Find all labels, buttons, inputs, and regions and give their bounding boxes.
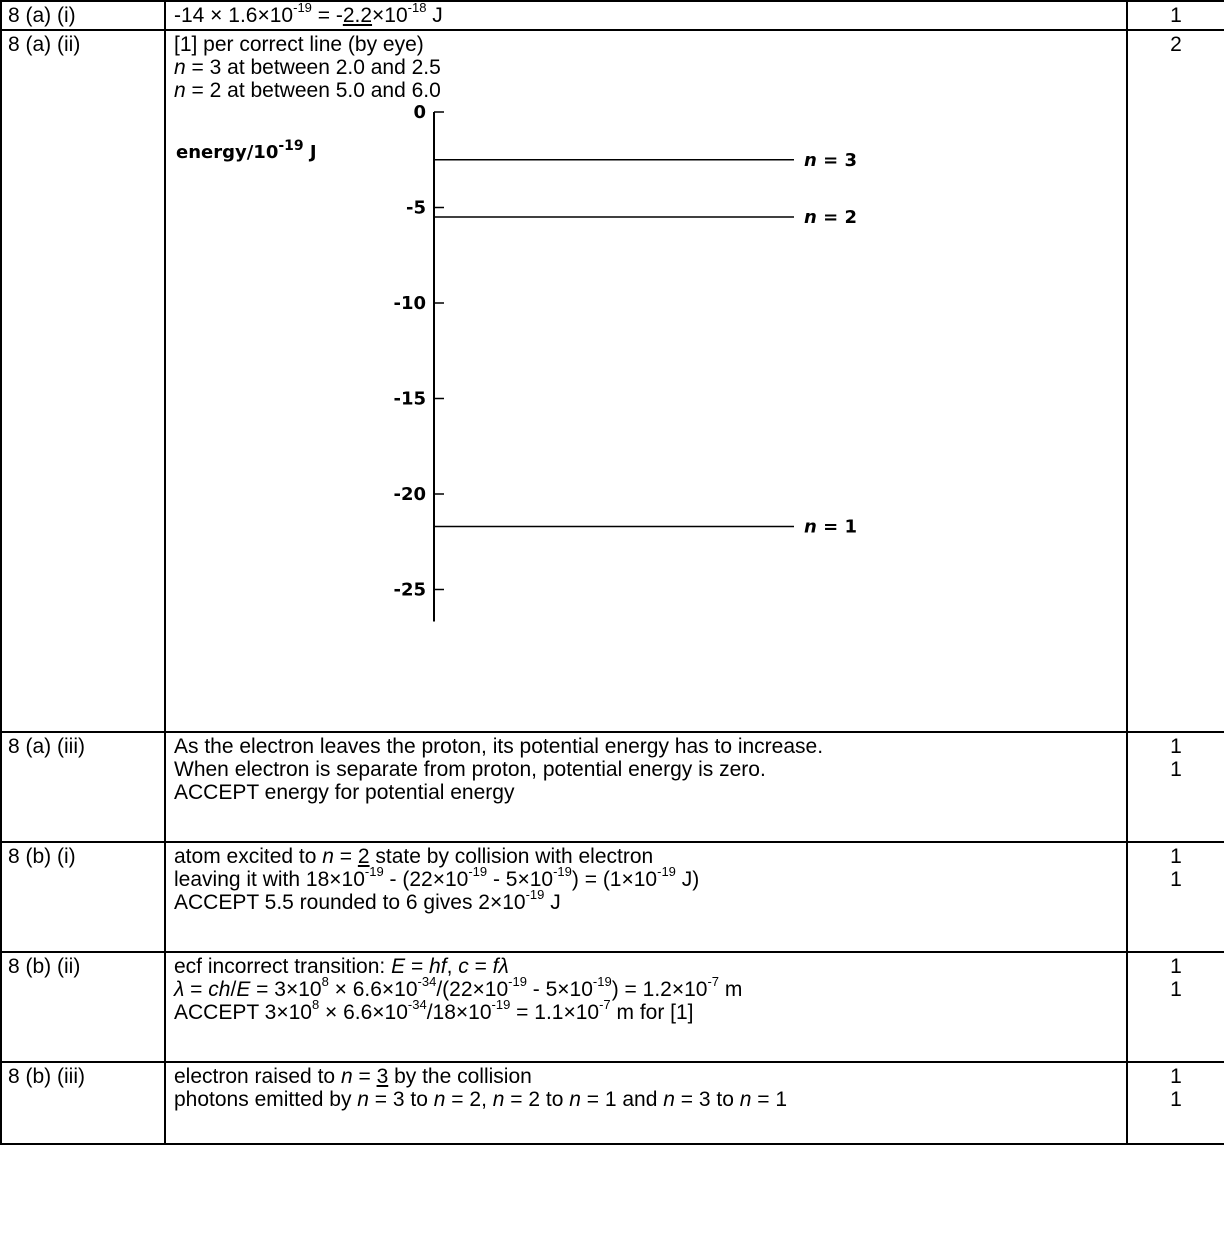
energy-level-label: n = 2 bbox=[804, 207, 857, 228]
answer-line: λ = ch/E = 3×108 × 6.6×10-34/(22×10-19 -… bbox=[174, 974, 743, 1001]
marks-cell: 2 bbox=[1126, 29, 1224, 733]
answer-cell: [1] per correct line (by eye) n = 3 at be… bbox=[164, 29, 1128, 733]
mark-value: 1 bbox=[1170, 735, 1182, 758]
marks-cell: 1 bbox=[1126, 0, 1224, 31]
answer-cell: -14 × 1.6×10-19 = -2.2×10-18 J bbox=[164, 0, 1128, 31]
mark-value: 1 bbox=[1170, 978, 1182, 1001]
answer-line: ACCEPT energy for potential energy bbox=[174, 781, 515, 804]
answer-line: ACCEPT 5.5 rounded to 6 gives 2×10-19 J bbox=[174, 887, 561, 914]
answer-line: atom excited to n = 2 state by collision… bbox=[174, 845, 654, 868]
question-ref: 8 (a) (ii) bbox=[0, 29, 166, 733]
mark-value: 1 bbox=[1170, 955, 1182, 978]
mark-scheme-row: 8 (a) (i) -14 × 1.6×10-19 = -2.2×10-18 J 1 bbox=[0, 0, 1224, 31]
answer-line: n = 3 at between 2.0 and 2.5 bbox=[174, 56, 441, 79]
axis-label: energy/10-19 J bbox=[176, 138, 317, 163]
axis-tick-label: -15 bbox=[393, 389, 426, 410]
axis-tick-label: -5 bbox=[406, 198, 426, 219]
mark-scheme-row: 8 (a) (iii) As the electron leaves the pr… bbox=[0, 731, 1224, 843]
question-ref: 8 (b) (i) bbox=[0, 841, 166, 953]
energy-level-label: n = 3 bbox=[804, 150, 857, 171]
energy-level-label: n = 1 bbox=[804, 516, 857, 537]
question-ref: 8 (b) (ii) bbox=[0, 951, 166, 1063]
mark-value: 1 bbox=[1170, 1065, 1182, 1088]
answer-line: ecf incorrect transition: E = hf, c = fλ bbox=[174, 955, 509, 978]
mark-scheme-row: 8 (a) (ii) [1] per correct line (by eye) n… bbox=[0, 29, 1224, 733]
question-ref: 8 (a) (i) bbox=[0, 0, 166, 31]
answer-cell: As the electron leaves the proton, its p… bbox=[164, 731, 1128, 843]
question-ref: 8 (b) (iii) bbox=[0, 1061, 166, 1145]
answer-line: [1] per correct line (by eye) bbox=[174, 33, 424, 56]
answer-line: photons emitted by n = 3 to n = 2, n = 2… bbox=[174, 1088, 788, 1111]
answer-cell: atom excited to n = 2 state by collision… bbox=[164, 841, 1128, 953]
mark-scheme-row: 8 (b) (i) atom excited to n = 2 state by … bbox=[0, 841, 1224, 953]
energy-diagram-container: 0 -5 -10 -15 -20 -25 energy/10-19 J n = 3 n = 2 n… bbox=[174, 104, 874, 660]
axis-tick-label: -20 bbox=[393, 484, 426, 505]
mark-value: 1 bbox=[1170, 1088, 1182, 1111]
axis-tick-label: -25 bbox=[393, 580, 426, 601]
axis-tick-label: 0 bbox=[413, 104, 426, 123]
mark-value: 1 bbox=[1170, 758, 1182, 781]
answer-line: leaving it with 18×10-19 - (22×10-19 - 5… bbox=[174, 864, 700, 891]
answer-line: n = 2 at between 5.0 and 6.0 bbox=[174, 79, 441, 102]
question-ref: 8 (a) (iii) bbox=[0, 731, 166, 843]
mark-scheme-row: 8 (b) (ii) ecf incorrect transition: E = … bbox=[0, 951, 1224, 1063]
answer-line: When electron is separate from proton, p… bbox=[174, 758, 766, 781]
answer-cell: electron raised to n = 3 by the collisio… bbox=[164, 1061, 1128, 1145]
answer-line: ACCEPT 3×108 × 6.6×10-34/18×10-19 = 1.1×… bbox=[174, 997, 694, 1024]
answer-line: electron raised to n = 3 by the collisio… bbox=[174, 1065, 532, 1088]
mark-value: 1 bbox=[1170, 4, 1182, 27]
mark-value: 2 bbox=[1170, 33, 1182, 56]
answer-line: As the electron leaves the proton, its p… bbox=[174, 735, 824, 758]
energy-level-diagram: 0 -5 -10 -15 -20 -25 energy/10-19 J n = 3 n = 2 n… bbox=[176, 104, 857, 622]
axis-tick-label: -10 bbox=[393, 293, 426, 314]
answer-cell: ecf incorrect transition: E = hf, c = fλ… bbox=[164, 951, 1128, 1063]
mark-value: 1 bbox=[1170, 868, 1182, 891]
mark-scheme-table: 8 (a) (i) -14 × 1.6×10-19 = -2.2×10-18 J 1… bbox=[0, 0, 1224, 1145]
mark-value: 1 bbox=[1170, 845, 1182, 868]
mark-scheme-row: 8 (b) (iii) electron raised to n = 3 by t… bbox=[0, 1061, 1224, 1145]
answer-line: -14 × 1.6×10-19 = -2.2×10-18 J bbox=[174, 0, 443, 27]
